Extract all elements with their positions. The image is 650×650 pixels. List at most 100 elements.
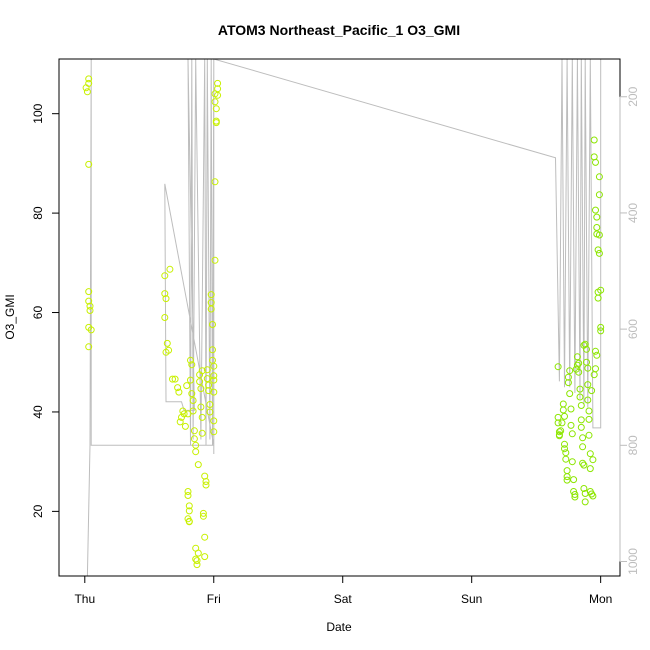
plot-frame: [58, 58, 621, 577]
data-point: [175, 388, 183, 396]
y2-tick-label: 800: [626, 435, 640, 455]
x-axis: Thu Fri Sat Sun Mon: [74, 575, 612, 606]
data-point: [592, 158, 599, 166]
data-point: [203, 366, 211, 374]
data-point: [185, 507, 193, 515]
data-point: [563, 476, 571, 484]
data-point: [201, 553, 209, 561]
data-point: [575, 368, 583, 376]
data-point: [566, 390, 574, 398]
data-point: [557, 427, 565, 435]
data-point: [206, 408, 214, 416]
data-point: [165, 346, 173, 354]
pressure-line: [86, 58, 602, 577]
data-point: [561, 445, 568, 453]
data-point: [563, 467, 571, 475]
pressure-line-layer: [86, 58, 602, 577]
data-point: [555, 431, 563, 439]
data-point: [585, 415, 593, 423]
data-point: [571, 491, 579, 498]
data-point: [581, 340, 589, 348]
data-point: [580, 461, 588, 469]
data-point: [588, 490, 596, 498]
data-point: [576, 393, 584, 401]
data-point: [566, 367, 574, 375]
data-point: [85, 75, 93, 83]
data-point: [211, 178, 219, 186]
data-point: [189, 407, 197, 415]
data-point: [554, 363, 562, 371]
x-tick-label: Fri: [207, 592, 221, 606]
data-point: [592, 206, 599, 214]
y-axis-label: O3_GMI: [3, 294, 17, 339]
data-point: [597, 323, 605, 331]
data-point: [166, 265, 174, 273]
y2-tick-label: 200: [626, 86, 640, 106]
data-point: [568, 458, 576, 466]
chart-title: ATOM3 Northeast_Pacific_1 O3_GMI: [218, 22, 460, 38]
data-point: [577, 402, 585, 409]
data-point: [187, 376, 194, 384]
data-point: [199, 512, 207, 520]
data-point: [564, 379, 572, 387]
data-point: [192, 448, 200, 456]
data-point: [595, 231, 603, 239]
data-point: [184, 492, 192, 499]
data-point: [588, 387, 596, 395]
data-point: [189, 397, 197, 404]
data-point: [210, 388, 218, 396]
data-point: [589, 456, 597, 464]
data-point: [579, 443, 587, 451]
data-point: [212, 105, 220, 113]
data-point: [570, 476, 578, 484]
data-point: [198, 429, 206, 437]
y-tick-label: 100: [31, 103, 45, 123]
data-point: [594, 294, 602, 302]
data-point: [211, 98, 219, 106]
y-tick-label: 80: [31, 206, 45, 220]
data-point: [207, 305, 215, 313]
data-point: [190, 427, 198, 435]
data-point: [85, 297, 93, 305]
data-point: [85, 343, 93, 351]
data-point: [593, 224, 601, 231]
data-point: [589, 492, 597, 500]
data-point: [577, 423, 585, 431]
data-point: [85, 288, 93, 296]
data-point: [180, 410, 188, 418]
data-point: [561, 412, 568, 420]
data-point: [585, 431, 593, 439]
data-point: [207, 291, 215, 299]
data-point: [169, 375, 176, 383]
data-point: [555, 428, 563, 436]
data-point: [194, 461, 202, 469]
data-point: [209, 346, 216, 354]
data-point: [562, 455, 570, 463]
data-point: [184, 488, 192, 495]
data-point: [573, 353, 581, 361]
data-point: [171, 375, 179, 383]
data-point: [592, 347, 599, 355]
data-point: [185, 518, 193, 526]
data-point: [161, 272, 169, 280]
data-point: [597, 327, 605, 335]
data-point: [161, 314, 169, 321]
data-point: [83, 88, 91, 96]
data-point: [196, 378, 204, 386]
data-point: [193, 561, 201, 569]
y2-tick-label: 400: [626, 203, 640, 223]
data-point: [573, 361, 581, 369]
data-point: [197, 403, 205, 411]
data-point: [197, 385, 205, 393]
data-point: [212, 117, 220, 125]
data-point: [593, 351, 601, 359]
data-point: [567, 421, 575, 429]
data-point: [577, 416, 585, 424]
data-point: [597, 286, 605, 294]
data-point: [210, 428, 218, 436]
data-point: [188, 390, 196, 398]
y2-tick-label: 1000: [626, 548, 640, 575]
data-point: [85, 160, 93, 168]
data-point: [86, 307, 94, 314]
